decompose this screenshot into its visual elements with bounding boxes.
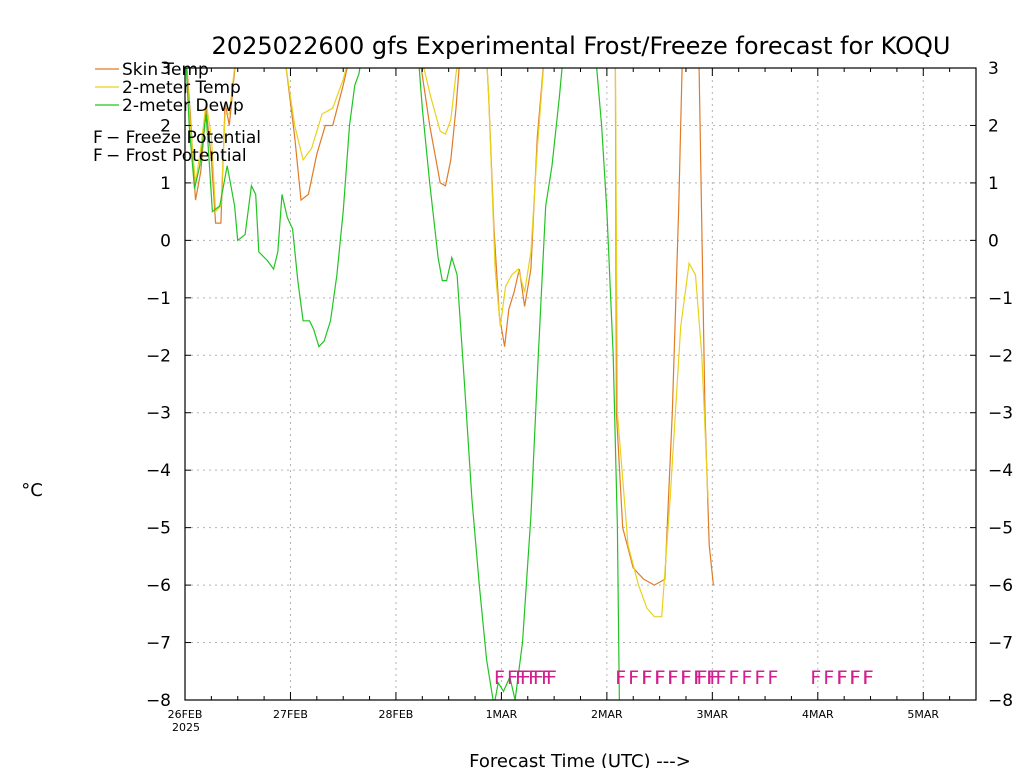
y-tick-label-left: 1: [160, 174, 171, 194]
freeze-potential-marker: F: [541, 667, 552, 689]
freeze-potential-marker: F: [728, 667, 739, 689]
freeze-potential-marker: F: [628, 667, 639, 689]
x-axis-label: Forecast Time (UTC) --->: [469, 751, 691, 768]
freeze-potential-marker: F: [710, 667, 721, 689]
freeze-potential-marker: F: [836, 667, 847, 689]
x-tick-label: 3MAR: [696, 708, 728, 721]
freeze-potential-marker: F: [494, 667, 505, 689]
legend: Skin Temp 2-meter Temp 2-meter Dewp F − …: [93, 60, 261, 166]
y-tick-label-left: −3: [146, 404, 171, 424]
y-tick-label-right: −5: [988, 519, 1013, 539]
freeze-potential-marker: F: [615, 667, 626, 689]
legend-label-skin-temp: Skin Temp: [122, 60, 209, 80]
chart-title: 2025022600 gfs Experimental Frost/Freeze…: [212, 32, 951, 60]
x-tick-label: 27FEB: [273, 708, 308, 721]
freeze-potential-marker: F: [681, 667, 692, 689]
y-tick-label-right: −6: [988, 576, 1013, 596]
x-tick-label: 1MAR: [486, 708, 518, 721]
freeze-potential-marker: F: [837, 667, 848, 689]
y-tick-label-left: −5: [146, 519, 171, 539]
y-tick-label-right: 3: [988, 59, 999, 79]
x-tick-label: 26FEB: [168, 708, 203, 721]
legend-label-2m-temp: 2-meter Temp: [122, 78, 241, 98]
freeze-potential-marker: F: [528, 667, 539, 689]
freeze-potential-marker: F: [754, 667, 765, 689]
freeze-potential-marker: F: [655, 667, 666, 689]
legend-freeze-letter: F: [93, 128, 103, 148]
freeze-potential-marker: F: [823, 667, 834, 689]
freeze-potential-marker: F: [520, 667, 531, 689]
series-line-2-meter-temp: [186, 68, 709, 618]
y-tick-label-right: −1: [988, 289, 1013, 309]
y-tick-label-right: −2: [988, 346, 1013, 366]
x-tick-label: 2MAR: [591, 708, 623, 721]
freeze-potential-marker: F: [706, 667, 717, 689]
freeze-potential-marker: F: [642, 667, 653, 689]
freeze-potential-marker: F: [767, 667, 778, 689]
series-lines: [185, 68, 714, 700]
y-tick-label-left: −1: [146, 289, 171, 309]
freeze-potential-marker: F: [707, 667, 718, 689]
freeze-potential-marker: F: [694, 667, 705, 689]
freeze-potential-marker: F: [810, 667, 821, 689]
freeze-potential-marker: F: [693, 667, 704, 689]
freeze-potential-marker: F: [515, 667, 526, 689]
y-axis-label: °C: [21, 480, 43, 501]
freeze-potential-marker: F: [668, 667, 679, 689]
freeze-potential-marker: F: [680, 667, 691, 689]
y-tick-label-left: 2: [160, 116, 171, 136]
freeze-potential-marker: F: [654, 667, 665, 689]
freeze-potential-marker: F: [849, 667, 860, 689]
y-tick-label-left: −6: [146, 576, 171, 596]
x-axis-ticks: 26FEB 27FEB 28FEB 1MAR 2MAR 3MAR 4MAR 5MAR: [168, 68, 977, 721]
series-line-2-meter-dewp: [185, 68, 620, 700]
freeze-potential-marker: F: [641, 667, 652, 689]
legend-label-frost-potential: − Frost Potential: [106, 146, 247, 166]
freeze-potential-marker: F: [715, 667, 726, 689]
year-label: 2025: [172, 721, 200, 734]
freeze-potential-marker: F: [697, 667, 708, 689]
grid-lines: [185, 68, 976, 700]
x-tick-label: 5MAR: [907, 708, 939, 721]
y-tick-label-right: −4: [988, 461, 1013, 481]
freeze-potential-marker: F: [533, 667, 544, 689]
y-tick-label-left: 0: [160, 231, 171, 251]
freeze-potential-marker: F: [850, 667, 861, 689]
y-tick-label-left: −8: [146, 691, 171, 711]
y-tick-label-right: −8: [988, 691, 1013, 711]
y-tick-label-right: 2: [988, 116, 999, 136]
y-tick-label-left: −2: [146, 346, 171, 366]
y-tick-label-right: 1: [988, 174, 999, 194]
series-line-skin-temp: [186, 68, 714, 586]
y-tick-label-right: −3: [988, 404, 1013, 424]
freeze-markers: F F F F FF F F F F F F F F F FF F F F F FF FF F F F F F F F F FF F F: [494, 667, 874, 689]
y-tick-label-left: 3: [160, 59, 171, 79]
y-tick-label-left: −4: [146, 461, 171, 481]
freeze-potential-marker: F: [546, 667, 557, 689]
legend-label-freeze-potential: − Freeze Potential: [106, 128, 261, 148]
y-tick-label-right: 0: [988, 231, 999, 251]
y-tick-label-right: −7: [988, 634, 1013, 654]
y-tick-label-left: −7: [146, 634, 171, 654]
freeze-potential-marker: F: [507, 667, 518, 689]
y-axis-ticks: 3 3 2 2 1 1 0 0 −1 −1 −2 −2 −3 −3 −4 −4 −5 −5 −6 −6 −7 −7 −8 −8: [146, 59, 1013, 711]
plot-frame: [184, 67, 977, 701]
x-tick-label: 28FEB: [379, 708, 414, 721]
freeze-potential-marker: F: [862, 667, 873, 689]
freeze-potential-marker: F: [741, 667, 752, 689]
freeze-potential-marker: F: [667, 667, 678, 689]
legend-frost-letter: F: [93, 146, 103, 166]
freeze-potential-marker: F: [863, 667, 874, 689]
x-tick-label: 4MAR: [802, 708, 834, 721]
legend-label-2m-dewp: 2-meter Dewp: [122, 96, 244, 116]
